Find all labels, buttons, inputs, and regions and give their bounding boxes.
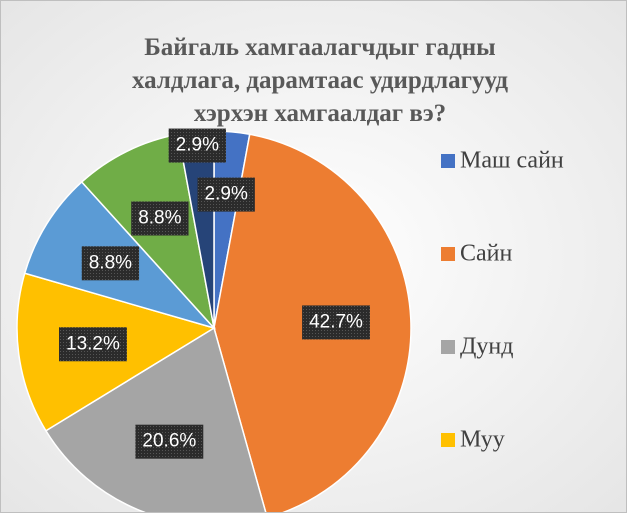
value-label: 8.8% <box>138 208 181 229</box>
value-label-box <box>81 246 140 281</box>
legend-label: Сайн <box>460 241 513 267</box>
pie-slice <box>44 326 267 512</box>
value-label-group: 20.6% <box>135 424 204 459</box>
legend-swatch <box>441 154 455 168</box>
value-label-box <box>131 201 189 236</box>
value-label-group: 8.8% <box>131 201 189 236</box>
value-label-box <box>135 424 204 459</box>
value-label-box <box>302 305 370 340</box>
value-labels: 2.9% 42.7% 20.6% 13.2% 8.8% 8.8% 2.9% <box>59 128 370 459</box>
value-label-group: 8.8% <box>81 246 140 281</box>
legend-label: Дунд <box>460 334 513 360</box>
value-label-box <box>59 327 127 362</box>
value-label: 20.6% <box>142 431 196 452</box>
value-label: 8.8% <box>89 252 132 273</box>
value-label: 42.7% <box>309 311 363 332</box>
value-label-group: 2.9% <box>168 128 226 163</box>
value-label-box <box>168 128 226 163</box>
value-label-group: 42.7% <box>302 305 370 340</box>
legend-label: Маш сайн <box>460 148 564 174</box>
value-label: 13.2% <box>66 333 120 354</box>
value-label-group: 2.9% <box>197 177 255 212</box>
legend: Маш сайн Сайн Дунд Муу <box>441 148 564 453</box>
chart-title: хэрхэн хамгаалдаг вэ? <box>194 100 446 127</box>
chart-title: халдлага, дарамтаас удирдлагууд <box>132 67 508 94</box>
legend-label: Муу <box>460 427 505 453</box>
chart-title: Байгаль хамгаалагчдыг гадны <box>144 34 495 61</box>
value-label-group: 13.2% <box>59 327 127 362</box>
value-label: 2.9% <box>176 135 219 156</box>
value-label: 2.9% <box>205 184 248 205</box>
value-label-box <box>197 177 255 212</box>
legend-swatch <box>441 433 455 447</box>
legend-swatch <box>441 340 455 354</box>
legend-swatch <box>441 247 455 261</box>
